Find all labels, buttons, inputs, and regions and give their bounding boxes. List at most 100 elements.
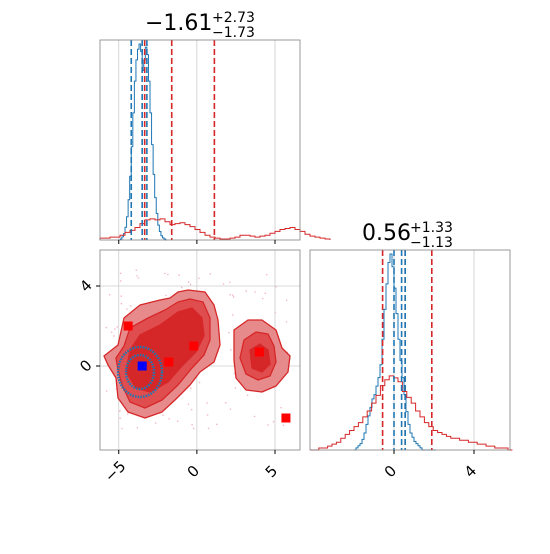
histogram-param2-blue xyxy=(354,253,436,451)
marker-red-square xyxy=(281,413,291,423)
scatter-point xyxy=(229,408,232,410)
scatter-point xyxy=(105,326,108,329)
title-param1-sub: −1.73 xyxy=(212,25,255,41)
scatter-point xyxy=(118,410,121,412)
title-param2-value: 0.56 xyxy=(362,221,411,246)
histogram-layer xyxy=(99,43,513,451)
scatter-point xyxy=(119,272,122,275)
scatter-point xyxy=(228,331,230,334)
scatter-point xyxy=(246,394,249,396)
scatter-point xyxy=(229,293,231,296)
scatter-point xyxy=(191,423,193,426)
scatter-point xyxy=(209,273,212,275)
marker-red-square xyxy=(164,357,174,367)
marker-red-square xyxy=(254,347,264,357)
scatter-point xyxy=(234,387,237,389)
scatter-point xyxy=(224,401,227,404)
tick-label-param1-x: 0 xyxy=(184,462,203,481)
scatter-point xyxy=(162,414,164,417)
frame-scatter xyxy=(99,249,301,451)
scatter-point xyxy=(267,424,269,426)
scatter-point xyxy=(108,293,111,296)
title-param1-sup: +2.73 xyxy=(212,10,255,26)
scatter-point xyxy=(215,423,218,426)
scatter-point xyxy=(114,328,116,330)
scatter-point xyxy=(282,424,285,426)
histogram-param2-red xyxy=(310,375,513,451)
scatter-point xyxy=(189,283,192,286)
scatter-point xyxy=(136,275,138,277)
scatter-point xyxy=(231,294,234,297)
scatter-point xyxy=(274,311,277,314)
title-param2-sup: +1.33 xyxy=(410,220,453,236)
scatter-point xyxy=(119,417,121,419)
scatter-point xyxy=(285,321,288,323)
scatter-point xyxy=(164,272,166,275)
scatter-point xyxy=(119,280,122,282)
contour-blue-outer xyxy=(116,345,164,399)
quantile-layer xyxy=(130,40,433,450)
scatter-point xyxy=(136,426,139,429)
tick-label-param2-y: 0 xyxy=(76,356,95,375)
title-param1-value: −1.61 xyxy=(145,11,212,36)
frame-layer xyxy=(99,39,511,451)
frame-histogram-param1 xyxy=(99,39,301,241)
scatter-point xyxy=(154,422,157,424)
scatter-point xyxy=(206,402,208,404)
scatter-point xyxy=(261,297,264,300)
scatter-point xyxy=(126,308,128,310)
marker-red-square xyxy=(189,341,199,351)
scatter-point xyxy=(192,427,195,430)
scatter-point xyxy=(165,294,167,297)
contour-blue-inner xyxy=(124,353,156,391)
scatter-point xyxy=(137,277,140,279)
scatter-point xyxy=(113,335,115,337)
scatter-point xyxy=(253,415,256,418)
scatter-point xyxy=(229,281,231,284)
scatter-point xyxy=(120,302,123,305)
scatter-point xyxy=(180,286,183,289)
scatter-point xyxy=(187,281,190,283)
scatter-point xyxy=(222,283,225,285)
tick-label-param1-x: −5 xyxy=(101,457,129,485)
tick-label-param2-x: 4 xyxy=(461,462,480,481)
scatter-point xyxy=(178,274,180,276)
scatter-point xyxy=(245,290,247,292)
scatter-point xyxy=(110,331,113,334)
scatter-point xyxy=(231,314,234,316)
scatter-point xyxy=(135,269,138,271)
scatter-point xyxy=(121,427,123,430)
scatter-point xyxy=(105,390,108,392)
scatter-point xyxy=(127,413,129,415)
marker-blue-square xyxy=(137,361,147,371)
scatter-point xyxy=(254,291,257,293)
title-param1: −1.61 xyxy=(145,11,212,36)
scatter-point xyxy=(198,381,201,384)
scatter-point xyxy=(229,349,232,351)
scatter-point xyxy=(272,420,275,423)
title-param2-sub: −1.13 xyxy=(410,235,453,251)
tick-label-param1-x: 5 xyxy=(262,462,281,481)
tick-label-param2-y: 4 xyxy=(76,276,95,295)
marker-layer xyxy=(123,321,291,423)
scatter-point xyxy=(264,292,267,295)
contour-main-inner xyxy=(125,307,205,393)
frame-histogram-param2 xyxy=(309,249,511,451)
scatter-point xyxy=(167,273,169,276)
scatter-point xyxy=(130,305,132,307)
scatter-point xyxy=(187,403,190,405)
tick-label-param2-x: 0 xyxy=(381,462,400,481)
scatter-point xyxy=(233,372,236,375)
scatter-point xyxy=(176,420,179,423)
scatter-point xyxy=(116,326,118,328)
scatter-point xyxy=(207,427,210,430)
scatter-point xyxy=(189,387,192,390)
scatter-point xyxy=(190,408,193,411)
scatter-point xyxy=(280,406,282,409)
scatter-point xyxy=(275,285,277,288)
marker-red-square xyxy=(123,321,133,331)
scatter-point xyxy=(285,299,288,302)
scatter-point xyxy=(120,295,122,297)
